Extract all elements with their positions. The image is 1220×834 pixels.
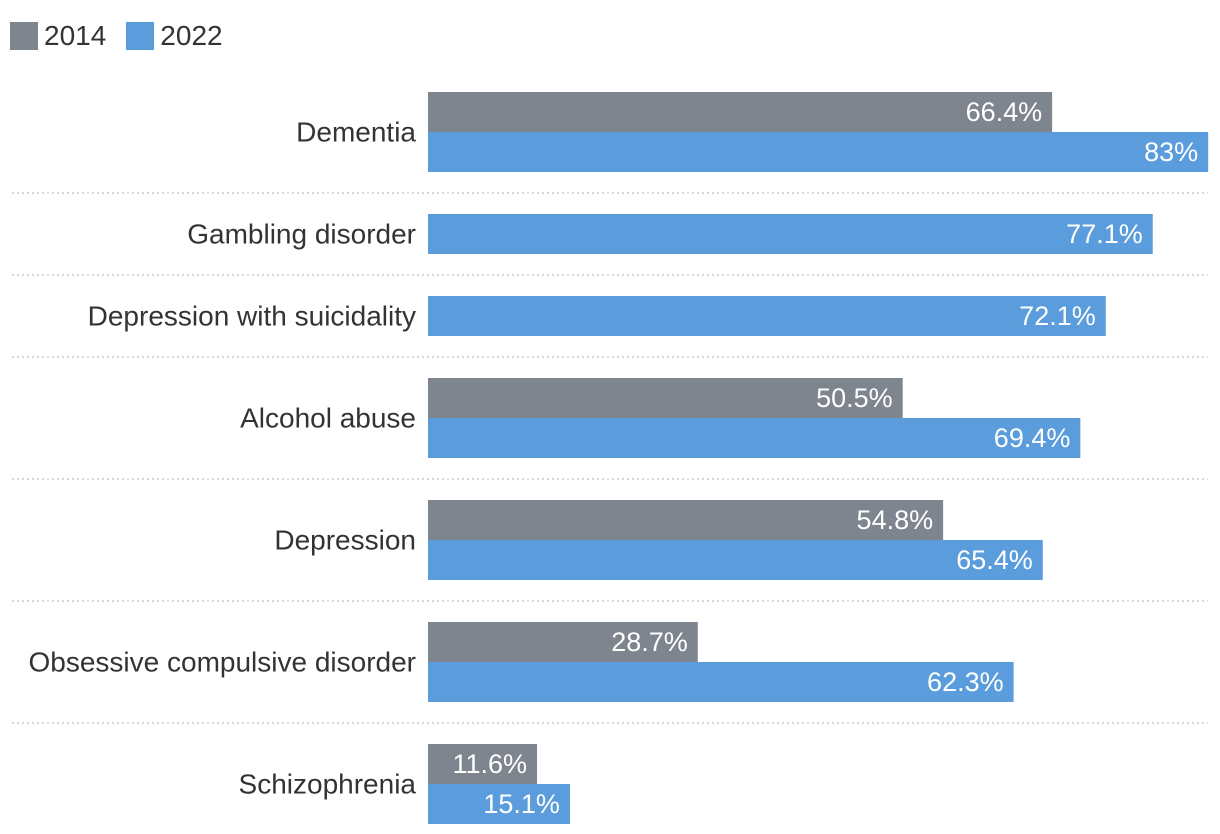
category-label-obsessive-compulsive-disorder: Obsessive compulsive disorder	[29, 647, 417, 678]
bar-2014-dementia	[428, 92, 1053, 132]
category-label-gambling-disorder: Gambling disorder	[187, 219, 416, 250]
category-label-alcohol-abuse: Alcohol abuse	[240, 403, 416, 434]
legend-label-2022: 2022	[160, 20, 223, 51]
bar-2022-dementia	[428, 132, 1209, 172]
value-label-2022-depression-with-suicidality: 72.1%	[1019, 301, 1096, 331]
value-label-2014-obsessive-compulsive-disorder: 28.7%	[611, 627, 688, 657]
legend: 2014 2022	[10, 20, 243, 52]
value-label-2014-depression: 54.8%	[857, 505, 934, 535]
bar-2014-depression	[428, 500, 944, 540]
category-label-dementia: Dementia	[296, 117, 416, 148]
category-label-schizophrenia: Schizophrenia	[239, 769, 417, 800]
value-label-2014-alcohol-abuse: 50.5%	[816, 383, 893, 413]
value-label-2022-alcohol-abuse: 69.4%	[994, 423, 1071, 453]
category-label-depression: Depression	[274, 525, 416, 556]
value-label-2022-obsessive-compulsive-disorder: 62.3%	[927, 667, 1004, 697]
value-label-2022-schizophrenia: 15.1%	[483, 789, 560, 819]
bar-2022-alcohol-abuse	[428, 418, 1081, 458]
legend-label-2014: 2014	[44, 20, 107, 51]
legend-item-2022: 2022	[126, 20, 223, 52]
bar-2014-alcohol-abuse	[428, 378, 903, 418]
category-label-depression-with-suicidality: Depression with suicidality	[88, 301, 416, 332]
value-label-2022-depression: 65.4%	[956, 545, 1033, 575]
legend-swatch-2014	[10, 22, 38, 50]
value-label-2014-dementia: 66.4%	[966, 97, 1043, 127]
value-label-2014-schizophrenia: 11.6%	[452, 749, 527, 779]
value-label-2022-dementia: 83%	[1144, 137, 1198, 167]
bar-2022-obsessive-compulsive-disorder	[428, 662, 1014, 702]
bar-2014-schizophrenia	[428, 744, 538, 784]
bar-2022-gambling-disorder	[428, 214, 1153, 254]
bar-2014-obsessive-compulsive-disorder	[428, 622, 698, 662]
bar-2022-depression	[428, 540, 1043, 580]
legend-item-2014: 2014	[10, 20, 106, 52]
bar-2022-schizophrenia	[428, 784, 570, 824]
legend-swatch-2022	[126, 22, 155, 50]
bar-2022-depression-with-suicidality	[428, 296, 1106, 336]
value-label-2022-gambling-disorder: 77.1%	[1066, 219, 1143, 249]
